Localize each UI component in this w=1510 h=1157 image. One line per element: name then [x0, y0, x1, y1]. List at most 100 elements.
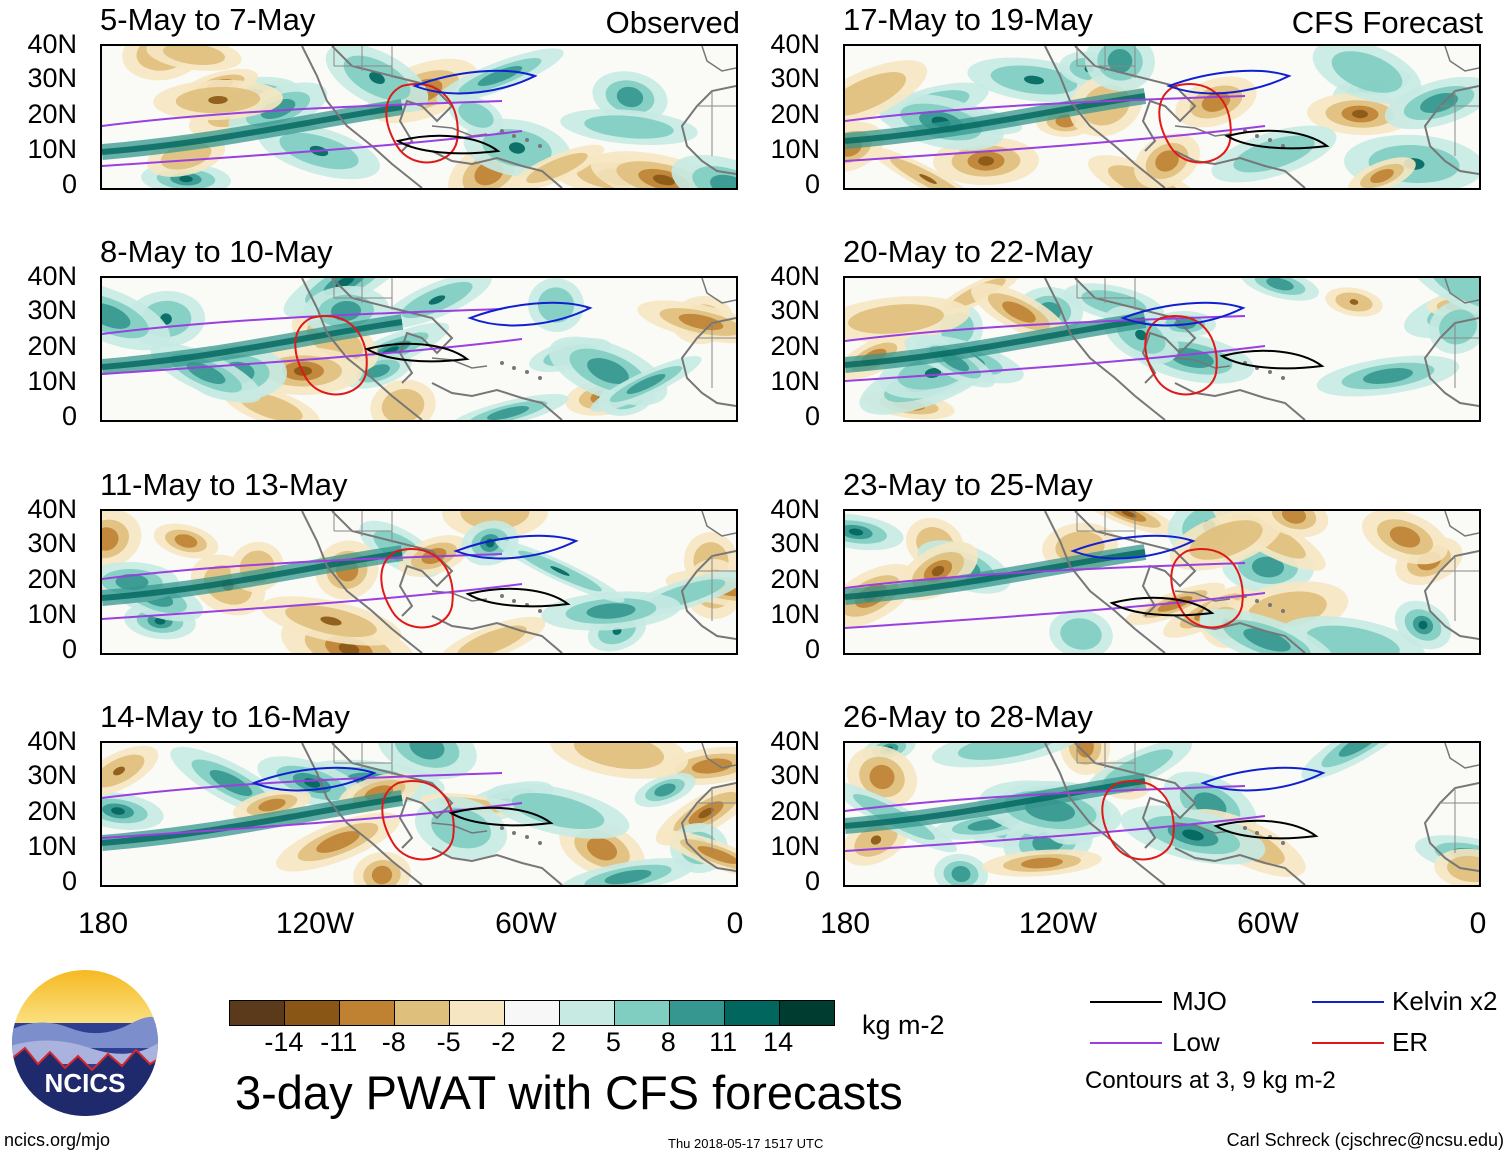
panel-source-label: CFS Forecast [1291, 5, 1483, 40]
lon-label-120w-right: 120W [1018, 907, 1098, 940]
lat-label: 0 [61, 866, 77, 896]
lat-label: 30N [27, 295, 77, 325]
lat-label: 20N [27, 564, 77, 594]
map-panel-panels_right-2: 23-May to 25-May 40N 30N 20N 10N 0 [770, 465, 1483, 697]
panel-source-label: Observed [605, 5, 740, 40]
pwat-anomaly-map [843, 276, 1481, 422]
pwat-anomaly-map [100, 276, 738, 422]
legend-label-kelvin: Kelvin x2 [1392, 986, 1498, 1016]
ncics-logo: NCICS [12, 970, 158, 1116]
lat-label: 20N [27, 331, 77, 361]
lat-label: 10N [27, 599, 77, 629]
map-svg [102, 46, 736, 188]
colorbar-swatch-6 [560, 1001, 615, 1025]
lat-label: 20N [27, 796, 77, 826]
map-panel-panels_right-3: 26-May to 28-May 40N 30N 20N 10N 0 [770, 697, 1483, 929]
lat-label: 0 [61, 169, 77, 199]
map-svg [845, 46, 1479, 188]
lat-label: 20N [770, 331, 820, 361]
panel-title: 17-May to 19-May [843, 2, 1093, 37]
footer-timestamp: Thu 2018-05-17 1517 UTC [668, 1136, 824, 1151]
lat-label: 10N [27, 134, 77, 164]
pwat-anomaly-map [843, 509, 1481, 655]
legend-label-low: Low [1172, 1027, 1220, 1057]
lat-label: 0 [804, 634, 820, 664]
map-panel-panels_left-2: 11-May to 13-May 40N 30N 20N 10N 0 [27, 465, 740, 697]
footer-url[interactable]: ncics.org/mjo [4, 1130, 111, 1150]
panel-title: 5-May to 7-May [100, 2, 316, 37]
lat-label: 30N [770, 63, 820, 93]
legend-line-er [1312, 1042, 1384, 1044]
colorbar-swatch-9 [725, 1001, 780, 1025]
colorbar-tick-2: -8 [381, 1027, 406, 1057]
colorbar-swatch-5 [505, 1001, 560, 1025]
lat-label: 10N [770, 831, 820, 861]
lat-label: 30N [770, 528, 820, 558]
lon-label-60w-right: 60W [1237, 907, 1299, 940]
map-svg [102, 511, 736, 653]
map-panel-panels_left-0: 5-May to 7-May Observed 40N 30N 20N 10N 0 [27, 0, 740, 232]
colorbar-tick-0: -14 [264, 1027, 304, 1057]
lon-label-120w-left: 120W [275, 907, 355, 940]
colorbar-units: kg m-2 [862, 1010, 945, 1040]
lon-label-0-right: 0 [1469, 907, 1487, 940]
contour-note: Contours at 3, 9 kg m-2 [1085, 1067, 1336, 1094]
lat-label: 0 [61, 401, 77, 431]
colorbar-swatch-1 [285, 1001, 340, 1025]
pwat-anomaly-map [843, 741, 1481, 887]
lat-label: 30N [27, 760, 77, 790]
panel-title: 20-May to 22-May [843, 234, 1093, 269]
colorbar-tick-8: 11 [709, 1027, 738, 1057]
map-svg [102, 743, 736, 885]
lat-label: 40N [27, 726, 77, 756]
colorbar-tick-1: -11 [320, 1027, 358, 1057]
lat-label: 40N [27, 494, 77, 524]
panel-title: 8-May to 10-May [100, 234, 333, 269]
lat-label: 20N [27, 99, 77, 129]
lat-label: 0 [61, 634, 77, 664]
lat-label: 10N [770, 366, 820, 396]
colorbar-tick-5: 2 [550, 1027, 566, 1057]
lat-label: 20N [770, 564, 820, 594]
colorbar-tick-6: 5 [605, 1027, 621, 1057]
legend-label-mjo: MJO [1172, 986, 1227, 1016]
lon-label-0-left: 0 [726, 907, 744, 940]
map-panel-panels_left-3: 14-May to 16-May 40N 30N 20N 10N 0 [27, 697, 740, 929]
lat-label: 20N [770, 796, 820, 826]
legend-line-low [1090, 1042, 1162, 1044]
map-panel-panels_right-1: 20-May to 22-May 40N 30N 20N 10N 0 [770, 232, 1483, 464]
lon-label-60w-left: 60W [495, 907, 557, 940]
colorbar [229, 1000, 835, 1026]
panel-title: 14-May to 16-May [100, 699, 350, 734]
panel-title: 11-May to 13-May [100, 467, 348, 502]
lat-label: 20N [770, 99, 820, 129]
lat-label: 0 [804, 866, 820, 896]
map-svg [845, 278, 1479, 420]
lat-label: 30N [770, 295, 820, 325]
lat-label: 10N [27, 831, 77, 861]
lat-label: 40N [770, 494, 820, 524]
lat-label: 40N [770, 726, 820, 756]
colorbar-swatch-3 [395, 1001, 450, 1025]
colorbar-swatch-2 [340, 1001, 395, 1025]
figure-title: 3-day PWAT with CFS forecasts [235, 1066, 903, 1119]
colorbar-swatch-10 [780, 1001, 834, 1025]
map-panel-panels_left-1: 8-May to 10-May 40N 30N 20N 10N 0 [27, 232, 740, 464]
colorbar-tick-4: -2 [491, 1027, 516, 1057]
map-svg [845, 511, 1479, 653]
pwat-anomaly-map [100, 509, 738, 655]
lat-label: 10N [770, 134, 820, 164]
panel-title: 26-May to 28-May [843, 699, 1093, 734]
logo-text: NCICS [45, 1068, 126, 1098]
lat-label: 30N [770, 760, 820, 790]
map-svg [845, 743, 1479, 885]
lon-label-180-left: 180 [77, 907, 129, 940]
colorbar-tick-3: -5 [436, 1027, 461, 1057]
panel-title: 23-May to 25-May [843, 467, 1093, 502]
lat-label: 0 [804, 169, 820, 199]
lat-label: 30N [27, 528, 77, 558]
lat-label: 40N [27, 261, 77, 291]
map-panel-panels_right-0: 17-May to 19-May CFS Forecast 40N 30N 20N 10… [770, 0, 1483, 232]
lat-label: 10N [770, 599, 820, 629]
colorbar-tick-9: 14 [763, 1027, 794, 1057]
